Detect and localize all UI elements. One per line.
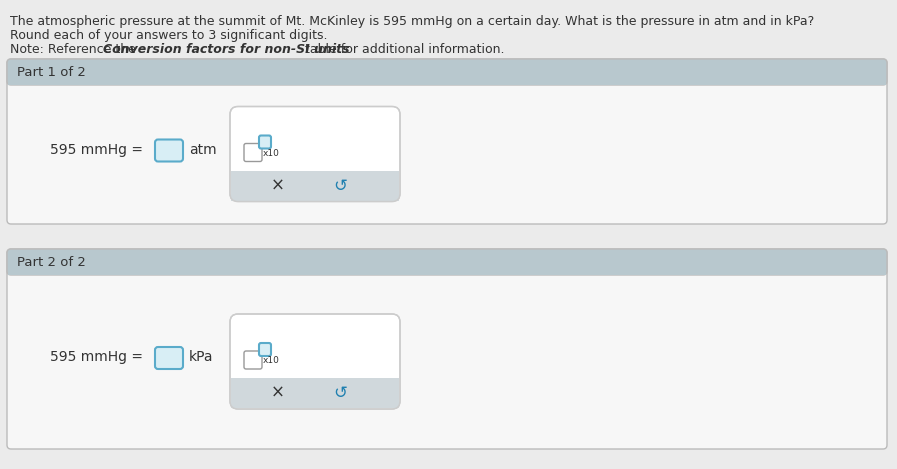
Text: Conversion factors for non-SI units: Conversion factors for non-SI units [103, 43, 350, 56]
Text: atm: atm [189, 143, 216, 157]
Text: Note: Reference the: Note: Reference the [10, 43, 140, 56]
Text: ×: × [271, 384, 284, 402]
FancyBboxPatch shape [155, 347, 183, 369]
Text: 595 mmHg =: 595 mmHg = [50, 350, 143, 364]
FancyBboxPatch shape [230, 106, 400, 202]
FancyBboxPatch shape [244, 144, 262, 161]
Text: ↺: ↺ [334, 384, 347, 402]
FancyBboxPatch shape [7, 249, 887, 449]
Bar [231, 378, 399, 408]
Text: Round each of your answers to 3 significant digits.: Round each of your answers to 3 signific… [10, 29, 327, 42]
Text: kPa: kPa [189, 350, 213, 364]
Text: The atmospheric pressure at the summit of Mt. McKinley is 595 mmHg on a certain : The atmospheric pressure at the summit o… [10, 15, 814, 28]
FancyBboxPatch shape [259, 136, 271, 149]
Text: x10: x10 [263, 356, 280, 365]
FancyBboxPatch shape [7, 59, 887, 224]
FancyBboxPatch shape [155, 139, 183, 161]
Text: Part 1 of 2: Part 1 of 2 [17, 66, 86, 78]
Text: ×: × [271, 176, 284, 195]
Text: table for additional information.: table for additional information. [301, 43, 504, 56]
Bar [231, 171, 399, 201]
FancyBboxPatch shape [259, 343, 271, 356]
FancyBboxPatch shape [7, 249, 887, 275]
Text: 595 mmHg =: 595 mmHg = [50, 143, 143, 157]
Bar [8, 262, 886, 275]
Text: x10: x10 [263, 149, 280, 158]
Text: Part 2 of 2: Part 2 of 2 [17, 256, 86, 268]
FancyBboxPatch shape [7, 59, 887, 85]
FancyBboxPatch shape [244, 351, 262, 369]
Text: ↺: ↺ [334, 176, 347, 195]
Bar [8, 72, 886, 85]
FancyBboxPatch shape [230, 314, 400, 409]
